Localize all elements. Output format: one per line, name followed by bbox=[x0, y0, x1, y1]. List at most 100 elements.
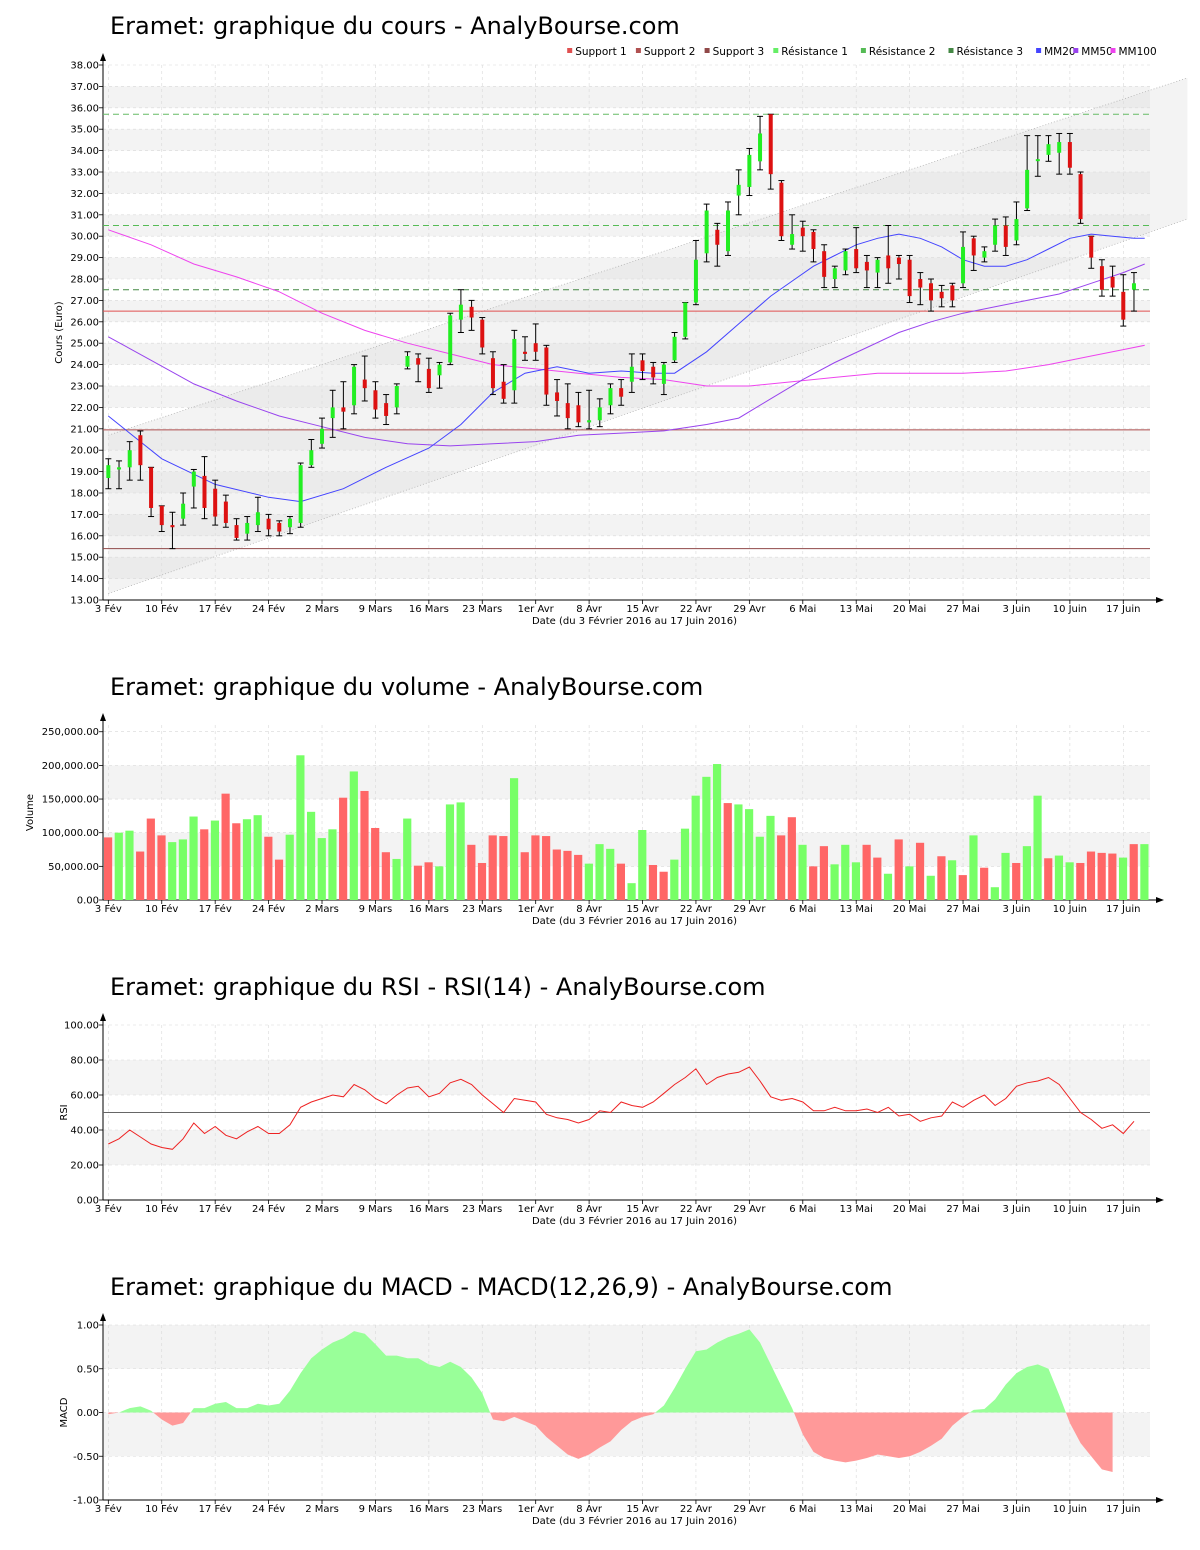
macd-chart: -1.00 -0.50 0.00 0.50 1.00 3 Fév 10 Fév 17 Fév 2… bbox=[59, 1273, 1164, 1527]
grid-band bbox=[103, 86, 1150, 108]
y-tick-label: 60.00 bbox=[70, 1091, 99, 1102]
volume-bar bbox=[680, 828, 690, 900]
candle-body-down bbox=[918, 279, 923, 288]
candle bbox=[105, 458, 112, 490]
y-axis-label: Cours (Euro) bbox=[54, 301, 65, 364]
candle-body-up bbox=[1046, 144, 1051, 155]
y-tick-label: 100.00 bbox=[64, 1021, 99, 1032]
x-tick-label: 17 Fév bbox=[199, 603, 232, 615]
volume-chart: 0.00 50,000.00 100,000.00 150,000.00 200,000… bbox=[25, 673, 1164, 927]
x-tick-label: 3 Fév bbox=[95, 903, 122, 915]
volume-bar bbox=[200, 829, 209, 900]
x-tick-label: 15 Avr bbox=[626, 604, 659, 615]
y-tick-label: 0.00 bbox=[77, 896, 99, 907]
volume-bar bbox=[435, 866, 444, 900]
candle-body-down bbox=[416, 358, 421, 365]
candle-body-up bbox=[127, 450, 132, 468]
x-tick-label: 2 Mars bbox=[305, 1204, 339, 1215]
x-tick-label: 13 Mai bbox=[839, 904, 872, 915]
volume-bar bbox=[339, 797, 348, 900]
x-tick-label: 22 Avr bbox=[680, 904, 713, 915]
x-tick-label: 27 Mai bbox=[946, 904, 979, 915]
candle bbox=[692, 239, 699, 306]
y-axis-arrow bbox=[100, 1013, 106, 1021]
candle bbox=[895, 254, 902, 280]
x-tick-label: 3 Fév bbox=[95, 1503, 122, 1515]
x-tick-label: 15 Avr bbox=[626, 904, 659, 915]
candle bbox=[810, 229, 817, 263]
candle-body-up bbox=[191, 471, 196, 487]
candle-body-up bbox=[1131, 283, 1136, 290]
volume-bar bbox=[306, 811, 316, 900]
candle-body-up bbox=[330, 407, 335, 419]
grid-band bbox=[103, 172, 1150, 194]
volume-bar bbox=[445, 804, 455, 900]
legend-item: MM100 bbox=[1110, 46, 1157, 58]
candle-body-down bbox=[640, 360, 645, 372]
volume-bar bbox=[488, 835, 497, 900]
candle bbox=[703, 203, 710, 263]
candle bbox=[254, 496, 261, 533]
x-tick-label: 22 Avr bbox=[680, 1504, 713, 1515]
grid-band bbox=[103, 471, 1150, 493]
legend-label: Résistance 1 bbox=[781, 46, 848, 58]
volume-bar bbox=[1001, 852, 1010, 900]
volume-bar bbox=[114, 832, 123, 900]
volume-bar bbox=[456, 802, 465, 900]
volume-bar bbox=[1129, 844, 1138, 900]
volume-bar bbox=[168, 842, 177, 900]
y-tick-label: 30.00 bbox=[70, 232, 99, 243]
candle bbox=[543, 344, 550, 406]
volume-bar bbox=[905, 866, 914, 900]
candle-body-up bbox=[255, 512, 260, 526]
y-tick-label: 14.00 bbox=[70, 574, 99, 585]
macd-positive-area bbox=[655, 1329, 794, 1413]
macd-negative-area bbox=[108, 1412, 119, 1415]
candle-body-up bbox=[394, 386, 399, 408]
candle-body-down bbox=[715, 229, 720, 245]
y-tick-label: 24.00 bbox=[70, 360, 99, 371]
volume-bar bbox=[755, 836, 764, 900]
candle-body-down bbox=[907, 259, 912, 297]
candle-body-up bbox=[961, 246, 966, 284]
candle bbox=[1098, 259, 1105, 297]
candle-body-up bbox=[704, 210, 709, 254]
candle-body-up bbox=[608, 388, 613, 406]
candle-body-up bbox=[287, 518, 292, 528]
candle-body-down bbox=[971, 238, 976, 256]
legend-swatch bbox=[1036, 48, 1042, 53]
candle-body-up bbox=[309, 450, 314, 466]
x-tick-label: 15 Avr bbox=[626, 1504, 659, 1515]
candle bbox=[169, 511, 176, 550]
volume-bar bbox=[659, 871, 668, 900]
candle-body-down bbox=[469, 306, 474, 318]
y-tick-label: 38.00 bbox=[70, 61, 99, 72]
x-tick-label: 2 Mars bbox=[305, 904, 339, 915]
candle bbox=[970, 235, 977, 271]
volume-bar bbox=[285, 834, 294, 900]
y-axis-label: MACD bbox=[59, 1397, 70, 1427]
candle bbox=[1024, 135, 1031, 212]
candle-body-up bbox=[448, 315, 453, 363]
candle bbox=[297, 462, 304, 528]
x-tick-label: 9 Mars bbox=[359, 904, 393, 915]
candle bbox=[554, 379, 561, 417]
candle bbox=[447, 312, 454, 366]
candle-body-down bbox=[362, 379, 367, 389]
volume-bar bbox=[136, 851, 145, 900]
candle-body-up bbox=[843, 251, 848, 271]
volume-bar bbox=[1065, 862, 1074, 900]
candle bbox=[479, 317, 486, 355]
y-axis-label: RSI bbox=[59, 1104, 70, 1120]
y-tick-label: 200,000.00 bbox=[42, 761, 99, 772]
legend-item: Résistance 3 bbox=[948, 46, 1023, 58]
candle bbox=[116, 460, 123, 490]
x-tick-label: 10 Juin bbox=[1053, 904, 1087, 915]
macd-positive-area bbox=[969, 1364, 1066, 1413]
candle bbox=[500, 364, 507, 404]
legend-item: Résistance 1 bbox=[773, 46, 848, 58]
candle-body-down bbox=[576, 405, 581, 423]
volume-bar bbox=[392, 858, 401, 900]
candle bbox=[917, 272, 924, 306]
candle-body-up bbox=[405, 356, 410, 367]
